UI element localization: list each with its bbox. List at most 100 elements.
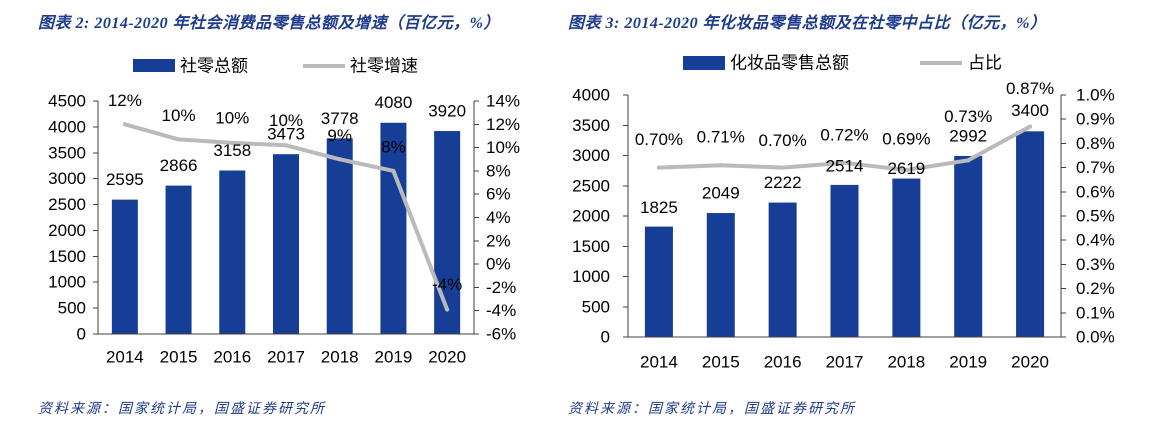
bar-2017 <box>830 184 859 337</box>
y-left-tick-label: 3500 <box>572 116 610 135</box>
bar-value-label-2016: 3158 <box>213 141 251 160</box>
axis-ticks: 0 500 1000 1500 2000 2500 3000 3500 4000 4500 -6% -… <box>48 92 520 367</box>
x-tick-label-2016: 2016 <box>764 353 802 372</box>
y-left-tick-label: 1500 <box>48 247 86 266</box>
line-value-label-2017: 0.72% <box>820 125 868 144</box>
y-left-tick-label: 0 <box>77 325 86 344</box>
x-tick-label-2018: 2018 <box>887 353 925 372</box>
cosmetics-sales-chart: 0 500 1000 1500 2000 2500 3000 3500 4000 0.0% 0.1%… <box>572 54 1115 372</box>
y-right-tick-label: -6% <box>486 325 516 344</box>
bar-2017 <box>273 154 299 334</box>
axis-ticks: 0 500 1000 1500 2000 2500 3000 3500 4000 0.0% 0.1%… <box>572 86 1115 372</box>
bar-value-label-2017: 2514 <box>826 156 864 175</box>
y-left-tick-label: 2500 <box>572 176 610 195</box>
line-value-label-2019: 0.73% <box>944 107 992 126</box>
line-value-label-2020: 0.87% <box>1006 79 1054 98</box>
y-right-tick-label: 0.9% <box>1076 110 1115 129</box>
bar-2019 <box>954 155 983 337</box>
y-left-tick-label: 2000 <box>48 221 86 240</box>
y-left-tick-label: 4000 <box>572 86 610 105</box>
line-point-2019 <box>391 168 396 173</box>
line-point-2017 <box>284 143 288 148</box>
y-left-tick-label: 500 <box>58 299 86 318</box>
bars <box>111 122 461 334</box>
y-right-tick-label: 2% <box>486 231 511 250</box>
y-left-tick-label: 3000 <box>572 146 610 165</box>
line-value-label-2020: -4% <box>432 275 462 294</box>
bar-value-label-2015: 2049 <box>702 184 740 203</box>
chart-source-left: 资料来源：国家统计局，国盛证券研究所 <box>38 402 326 417</box>
chart-title-left: 图表 2: 2014-2020 年社会消费品零售总额及增速（百亿元，%） <box>38 15 500 32</box>
line-point-2020 <box>1028 124 1033 129</box>
y-right-tick-label: -2% <box>486 278 516 297</box>
legend-label-retail-sales: 社零总额 <box>180 57 248 76</box>
y-right-tick-label: 0.8% <box>1076 134 1115 153</box>
line-value-label-2017: 10% <box>269 111 303 130</box>
bar-value-label-2020: 3920 <box>428 102 466 121</box>
bar-2020 <box>434 131 461 334</box>
line-value-label-2018: 9% <box>327 126 352 145</box>
y-left-tick-label: 1000 <box>572 267 610 286</box>
bar-value-label-2014: 2595 <box>106 170 144 189</box>
x-tick-label-2017: 2017 <box>267 348 305 367</box>
y-right-tick-label: 8% <box>486 161 511 180</box>
line-value-label-2016: 10% <box>215 108 249 127</box>
axes <box>97 101 475 335</box>
y-right-tick-label: 0.3% <box>1076 255 1115 274</box>
line-point-2019 <box>966 158 971 163</box>
line-value-label-2016: 0.70% <box>759 131 807 150</box>
line-value-label-2018: 0.69% <box>882 130 930 149</box>
y-left-tick-label: 4000 <box>48 117 86 136</box>
bar-2015 <box>165 185 192 334</box>
legend-swatch-cosmetics-sales <box>683 56 725 70</box>
line-point-2017 <box>842 160 847 165</box>
legend: 社零总额 社零增速 <box>133 57 418 76</box>
x-tick-label-2020: 2020 <box>1011 353 1049 372</box>
line-point-2014 <box>656 165 661 170</box>
y-left-tick-label: 1500 <box>572 237 610 256</box>
line-series <box>122 122 450 312</box>
bar-value-label-2020: 3400 <box>1011 101 1049 120</box>
x-tick-label-2019: 2019 <box>949 353 987 372</box>
x-tick-label-2014: 2014 <box>640 353 678 372</box>
y-right-tick-label: 0.7% <box>1076 158 1115 177</box>
y-left-tick-label: 2500 <box>48 195 86 214</box>
line-value-label-2014: 0.70% <box>635 130 683 149</box>
bar-2020 <box>1016 131 1045 337</box>
bars <box>644 131 1045 337</box>
data-labels: 2595 2866 3158 3473 3778 4080 3920 12% 10% 10% 10%… <box>106 91 466 294</box>
line-point-2016 <box>230 140 235 145</box>
chart-title-right: 图表 3: 2014-2020 年化妆品零售总额及在社零中占比（亿元，%） <box>568 15 1047 32</box>
y-right-tick-label: 14% <box>486 92 520 111</box>
y-right-tick-label: 6% <box>486 185 511 204</box>
y-right-tick-label: 1.0% <box>1076 86 1115 105</box>
bar-2015 <box>706 213 735 337</box>
y-right-tick-label: 0.2% <box>1076 279 1115 298</box>
legend-label-cosmetics-sales: 化妆品零售总额 <box>730 54 849 73</box>
line-value-label-2015: 10% <box>162 106 196 125</box>
y-right-tick-label: 10% <box>486 138 520 157</box>
x-tick-label-2016: 2016 <box>213 348 251 367</box>
y-left-tick-label: 2000 <box>572 207 610 226</box>
legend: 化妆品零售总额 占比 <box>683 54 1002 73</box>
y-right-tick-label: -4% <box>486 301 516 320</box>
bar-value-label-2017: 3473 <box>267 125 305 144</box>
chart-source-right: 资料来源：国家统计局，国盛证券研究所 <box>568 402 856 417</box>
bar-value-label-2015: 2866 <box>160 156 198 175</box>
y-left-tick-label: 3500 <box>48 143 86 162</box>
bar-2014 <box>111 199 138 334</box>
line-point-2015 <box>718 163 723 168</box>
y-right-tick-label: 0.1% <box>1076 303 1115 322</box>
legend-label-share: 占比 <box>968 54 1002 73</box>
y-right-tick-label: 0.5% <box>1076 207 1115 226</box>
retail-sales-chart: 0 500 1000 1500 2000 2500 3000 3500 4000 4500 -6% -… <box>48 57 520 367</box>
data-labels: 1825 2049 2222 2514 2619 2992 3400 0.70% 0.71% 0.… <box>635 79 1054 217</box>
line-series <box>656 124 1033 173</box>
legend-label-growth: 社零增速 <box>350 57 418 76</box>
bar-value-label-2018: 3778 <box>321 109 359 128</box>
y-left-tick-label: 4500 <box>48 92 86 111</box>
bar-2016 <box>219 170 246 334</box>
bar-value-label-2014: 1825 <box>640 198 678 217</box>
bar-value-label-2016: 2222 <box>764 173 802 192</box>
line-point-2018 <box>337 157 342 162</box>
